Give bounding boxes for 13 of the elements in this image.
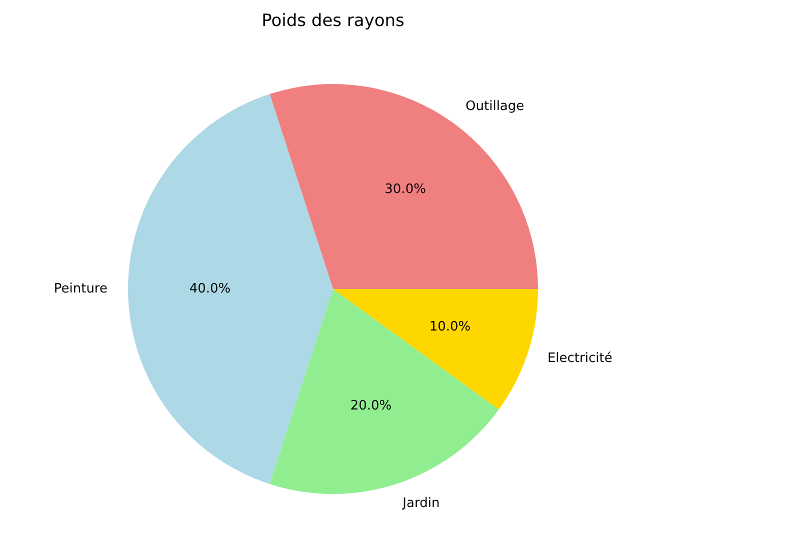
- chart-title: Poids des rayons: [262, 11, 405, 31]
- slice-label: Jardin: [402, 496, 440, 511]
- pie-slice: [270, 84, 538, 289]
- slice-label: Outillage: [466, 99, 524, 114]
- data-label: 10.0%: [429, 320, 471, 335]
- data-label: 40.0%: [189, 282, 231, 296]
- slice-label: Peinture: [54, 282, 108, 296]
- slice-label: Electricité: [547, 351, 612, 366]
- pie-slice: [128, 94, 333, 484]
- pie-slice: [333, 289, 538, 410]
- pie-slice: [270, 289, 499, 494]
- data-label: 30.0%: [384, 182, 426, 197]
- data-label: 20.0%: [350, 398, 392, 414]
